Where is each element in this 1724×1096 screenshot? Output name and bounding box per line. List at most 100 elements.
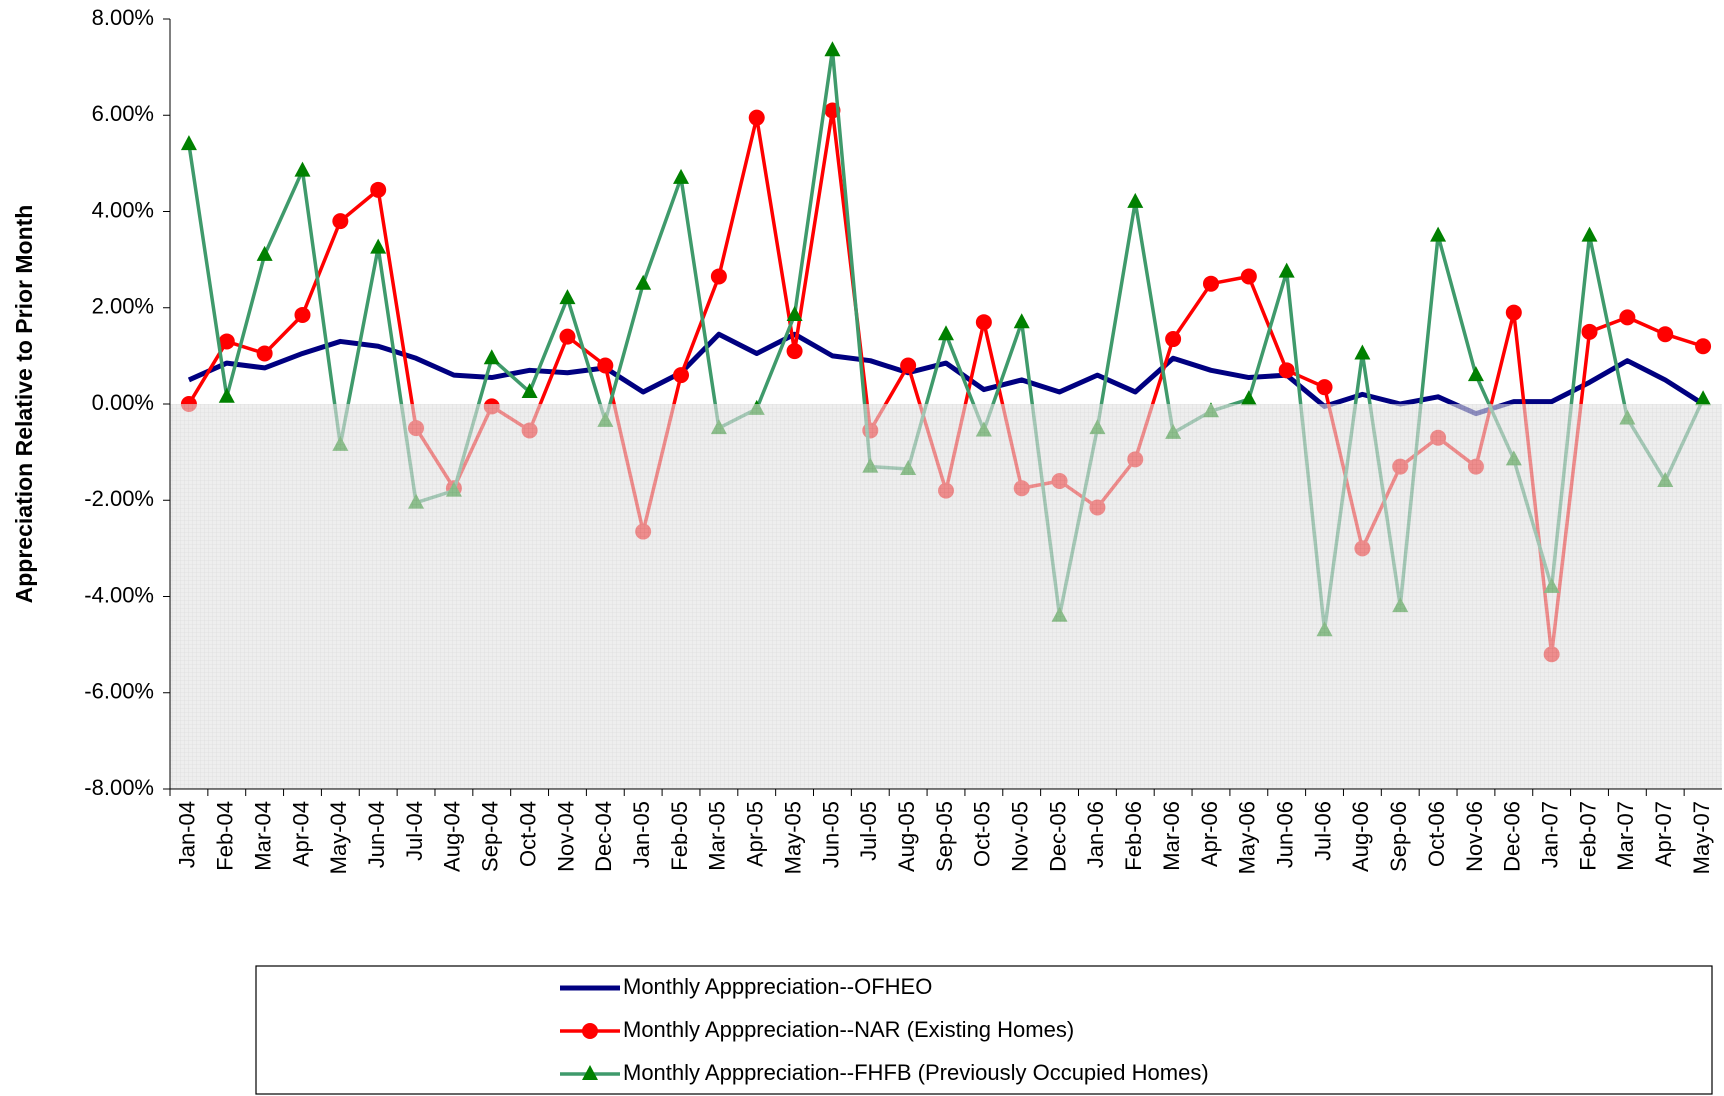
legend-marker — [582, 1023, 598, 1039]
point — [1165, 331, 1182, 348]
point — [559, 289, 576, 305]
x-tick-label: Dec-04 — [591, 801, 616, 872]
negative-region — [170, 404, 1722, 789]
point — [1467, 366, 1484, 382]
x-tick-label: Jan-06 — [1083, 801, 1108, 868]
x-tick-label: Apr-04 — [288, 801, 313, 867]
x-tick-label: Nov-06 — [1462, 801, 1487, 872]
point — [294, 161, 311, 177]
point — [483, 349, 500, 365]
x-tick-label: Sep-05 — [932, 801, 957, 872]
x-tick-label: Sep-06 — [1386, 801, 1411, 872]
legend-marker — [582, 1065, 598, 1080]
x-tick-label: Jun-04 — [364, 801, 389, 868]
point — [786, 305, 803, 321]
x-tick-label: Nov-04 — [553, 801, 578, 872]
point — [256, 245, 273, 261]
point — [1278, 362, 1295, 379]
point — [1013, 313, 1030, 329]
x-tick-label: Mar-07 — [1613, 801, 1638, 871]
x-tick-label: Feb-05 — [667, 801, 692, 871]
x-tick-label: Jan-05 — [629, 801, 654, 868]
point — [332, 213, 349, 230]
point — [635, 274, 652, 290]
point — [1278, 262, 1295, 278]
point — [1202, 275, 1219, 292]
point — [1581, 226, 1598, 242]
x-tick-label: Jun-05 — [818, 801, 843, 868]
x-tick-label: Oct-06 — [1424, 801, 1449, 867]
point — [256, 345, 273, 362]
point — [1505, 304, 1522, 321]
x-tick-label: Oct-05 — [970, 801, 995, 867]
legend-label: Monthly Apppreciation--FHFB (Previously … — [623, 1060, 1209, 1085]
x-tick-label: Jan-04 — [175, 801, 200, 868]
x-tick-label: Sep-04 — [478, 801, 503, 872]
y-tick-label: 8.00% — [92, 5, 154, 30]
series-line — [187, 331, 1705, 417]
x-tick-label: Feb-04 — [213, 801, 238, 871]
point — [1316, 379, 1333, 396]
x-tick-label: Apr-07 — [1651, 801, 1676, 867]
y-tick-label: -6.00% — [84, 679, 154, 704]
point — [748, 109, 765, 126]
point — [975, 314, 992, 331]
point — [370, 181, 387, 198]
y-tick-label: -2.00% — [84, 486, 154, 511]
point — [1354, 344, 1371, 360]
x-tick-label: Jul-05 — [856, 801, 881, 861]
x-tick-label: Apr-06 — [1197, 801, 1222, 867]
point — [824, 41, 841, 57]
point — [1619, 309, 1636, 326]
x-tick-label: Feb-06 — [1121, 801, 1146, 871]
x-tick-label: May-05 — [780, 801, 805, 874]
x-tick-label: Mar-05 — [705, 801, 730, 871]
x-tick-label: Mar-04 — [250, 801, 275, 871]
x-tick-label: Feb-07 — [1575, 801, 1600, 871]
x-tick-label: May-07 — [1689, 801, 1714, 874]
point — [1240, 268, 1257, 285]
x-tick-label: May-04 — [326, 801, 351, 874]
point — [900, 357, 917, 374]
x-tick-label: May-06 — [1235, 801, 1260, 874]
x-tick-label: Dec-05 — [1045, 801, 1070, 872]
point — [559, 328, 576, 345]
legend-label: Monthly Apppreciation--NAR (Existing Hom… — [623, 1017, 1074, 1042]
point — [370, 238, 387, 254]
point — [1695, 390, 1712, 406]
x-tick-label: Nov-05 — [1008, 801, 1033, 872]
y-tick-label: 6.00% — [92, 101, 154, 126]
point — [1430, 226, 1447, 242]
point — [1240, 390, 1257, 406]
point — [673, 367, 690, 384]
point — [180, 135, 197, 151]
point — [938, 325, 954, 341]
point — [1657, 326, 1674, 343]
x-tick-label: Mar-06 — [1159, 801, 1184, 871]
legend-box — [255, 965, 1713, 1095]
x-tick-label: Aug-04 — [440, 801, 465, 872]
point — [786, 343, 803, 360]
point — [1127, 192, 1144, 208]
x-tick-label: Oct-04 — [515, 801, 540, 867]
x-tick-label: Aug-06 — [1348, 801, 1373, 872]
x-tick-label: Jan-07 — [1537, 801, 1562, 868]
x-tick-label: Jul-04 — [402, 801, 427, 861]
point — [1695, 338, 1712, 355]
point — [673, 168, 690, 184]
y-tick-label: 2.00% — [92, 294, 154, 319]
y-tick-label: 4.00% — [92, 197, 154, 222]
point — [218, 387, 235, 403]
y-tick-label: 0.00% — [92, 390, 154, 415]
point — [218, 333, 235, 350]
point — [521, 382, 538, 398]
y-tick-label: -4.00% — [84, 582, 154, 607]
x-tick-label: Aug-05 — [894, 801, 919, 872]
x-tick-label: Jul-06 — [1310, 801, 1335, 861]
point — [597, 357, 614, 374]
point — [710, 268, 727, 285]
legend-label: Monthly Apppreciation--OFHEO — [623, 974, 932, 999]
point — [1581, 323, 1598, 340]
